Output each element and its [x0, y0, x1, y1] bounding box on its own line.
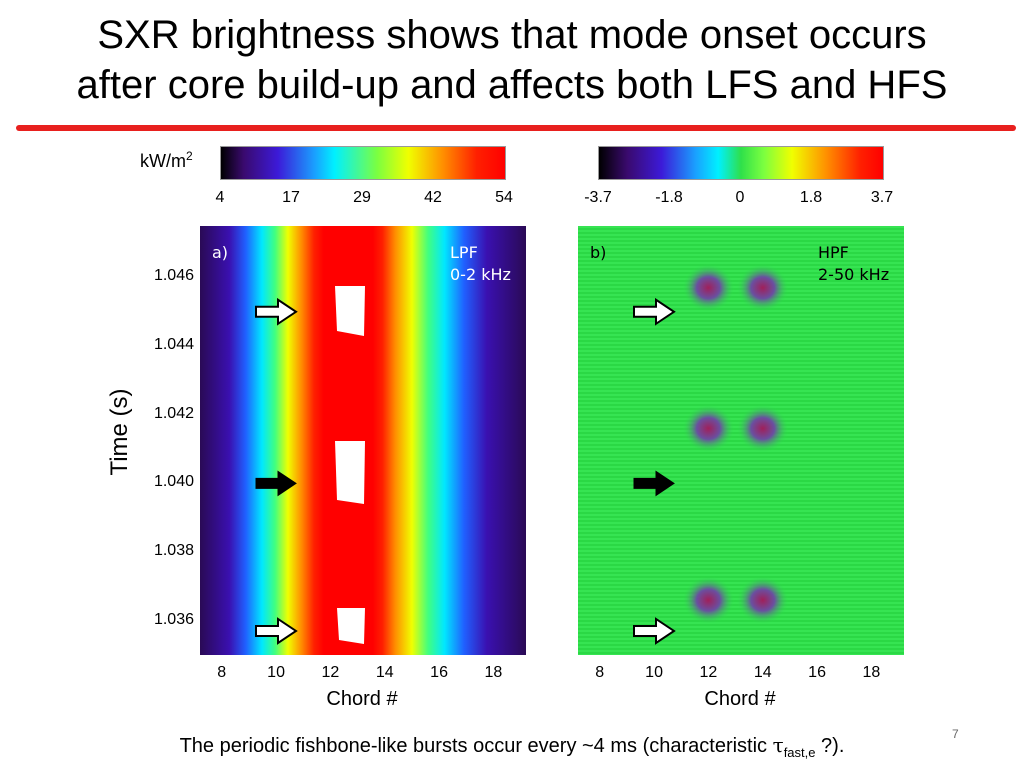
x-tick-label: 10	[267, 664, 285, 681]
y-tick-label: 1.040	[153, 473, 194, 491]
x-tick-label: 12	[699, 664, 718, 681]
colorbar-a-tick-label: 29	[353, 189, 371, 206]
caption: The periodic fishbone-like bursts occur …	[179, 733, 845, 760]
colorbar-a-tick-label: 42	[424, 189, 442, 206]
x-tick-label: 8	[595, 664, 605, 681]
y-tick-label: 1.042	[153, 404, 194, 422]
filled-arrow-icon	[255, 470, 297, 497]
y-tick-label: 1.036	[153, 610, 194, 628]
burst-mark	[736, 404, 789, 453]
colorbar-a-tick-label: 4	[215, 189, 225, 206]
y-tick-label: 1.046	[153, 267, 194, 285]
colorbar-b-tick-label: -3.7	[584, 189, 612, 206]
heatmap-lpf-svg	[200, 226, 526, 655]
x-tick-label: 18	[484, 664, 503, 681]
colorbar-b-tick-label: -1.8	[655, 189, 683, 206]
panel-a-label: a)	[212, 243, 229, 262]
colorbar-b-tick-label: 1.8	[799, 189, 823, 206]
y-tick-label: 1.038	[153, 542, 194, 560]
title-divider	[16, 125, 1016, 131]
filled-arrow-icon	[633, 470, 675, 497]
saturation-patch	[335, 441, 365, 504]
panel-b-label: b)	[590, 243, 607, 262]
x-tick-label: 10	[645, 664, 663, 681]
burst-mark	[682, 576, 735, 625]
colorbar-b-tick-label: 0	[735, 189, 745, 206]
colorbar-a-tick-label: 17	[282, 189, 300, 206]
x-tick-label: 16	[808, 664, 826, 681]
colorbar-a	[220, 146, 506, 180]
heatmap-lpf: a) LPF 0-2 kHz	[200, 226, 526, 655]
hollow-arrow-icon	[255, 617, 298, 645]
colorbar-a-unit: kW/m2	[140, 149, 193, 171]
saturation-patch	[335, 286, 365, 336]
x-tick-label: 12	[321, 664, 340, 681]
burst-mark	[736, 263, 789, 312]
x-tick-label: 14	[375, 664, 394, 681]
x-tick-label: 18	[862, 664, 881, 681]
heatmap-hpf-svg	[578, 226, 904, 655]
title-line-1: SXR brightness shows that mode onset occ…	[97, 13, 927, 57]
colorbar-b	[598, 146, 884, 180]
panel-b-filter: HPF 2-50 kHz	[818, 243, 890, 284]
hollow-arrow-icon	[633, 617, 676, 645]
x-axis-label-a: Chord #	[326, 688, 398, 710]
y-tick-label: 1.044	[153, 336, 194, 354]
x-tick-label: 16	[430, 664, 448, 681]
burst-mark	[736, 576, 789, 625]
hollow-arrow-icon	[255, 297, 298, 326]
colorbar-a-tick-label: 54	[495, 189, 513, 206]
x-tick-label: 14	[753, 664, 772, 681]
x-axis-label-b: Chord #	[704, 688, 776, 710]
heatmap-hpf: b) HPF 2-50 kHz	[578, 226, 904, 655]
colorbar-b-tick-label: 3.7	[870, 189, 894, 206]
slide-title: SXR brightness shows that mode onset occ…	[0, 10, 1024, 110]
saturation-patch	[337, 608, 365, 644]
x-tick-label: 8	[217, 664, 227, 681]
panel-a-filter: LPF 0-2 kHz	[450, 243, 511, 284]
title-line-2: after core build-up and affects both LFS…	[76, 63, 948, 107]
burst-mark	[682, 404, 735, 453]
hollow-arrow-icon	[633, 297, 676, 326]
page-number: 7	[952, 727, 959, 741]
burst-mark	[682, 263, 735, 312]
